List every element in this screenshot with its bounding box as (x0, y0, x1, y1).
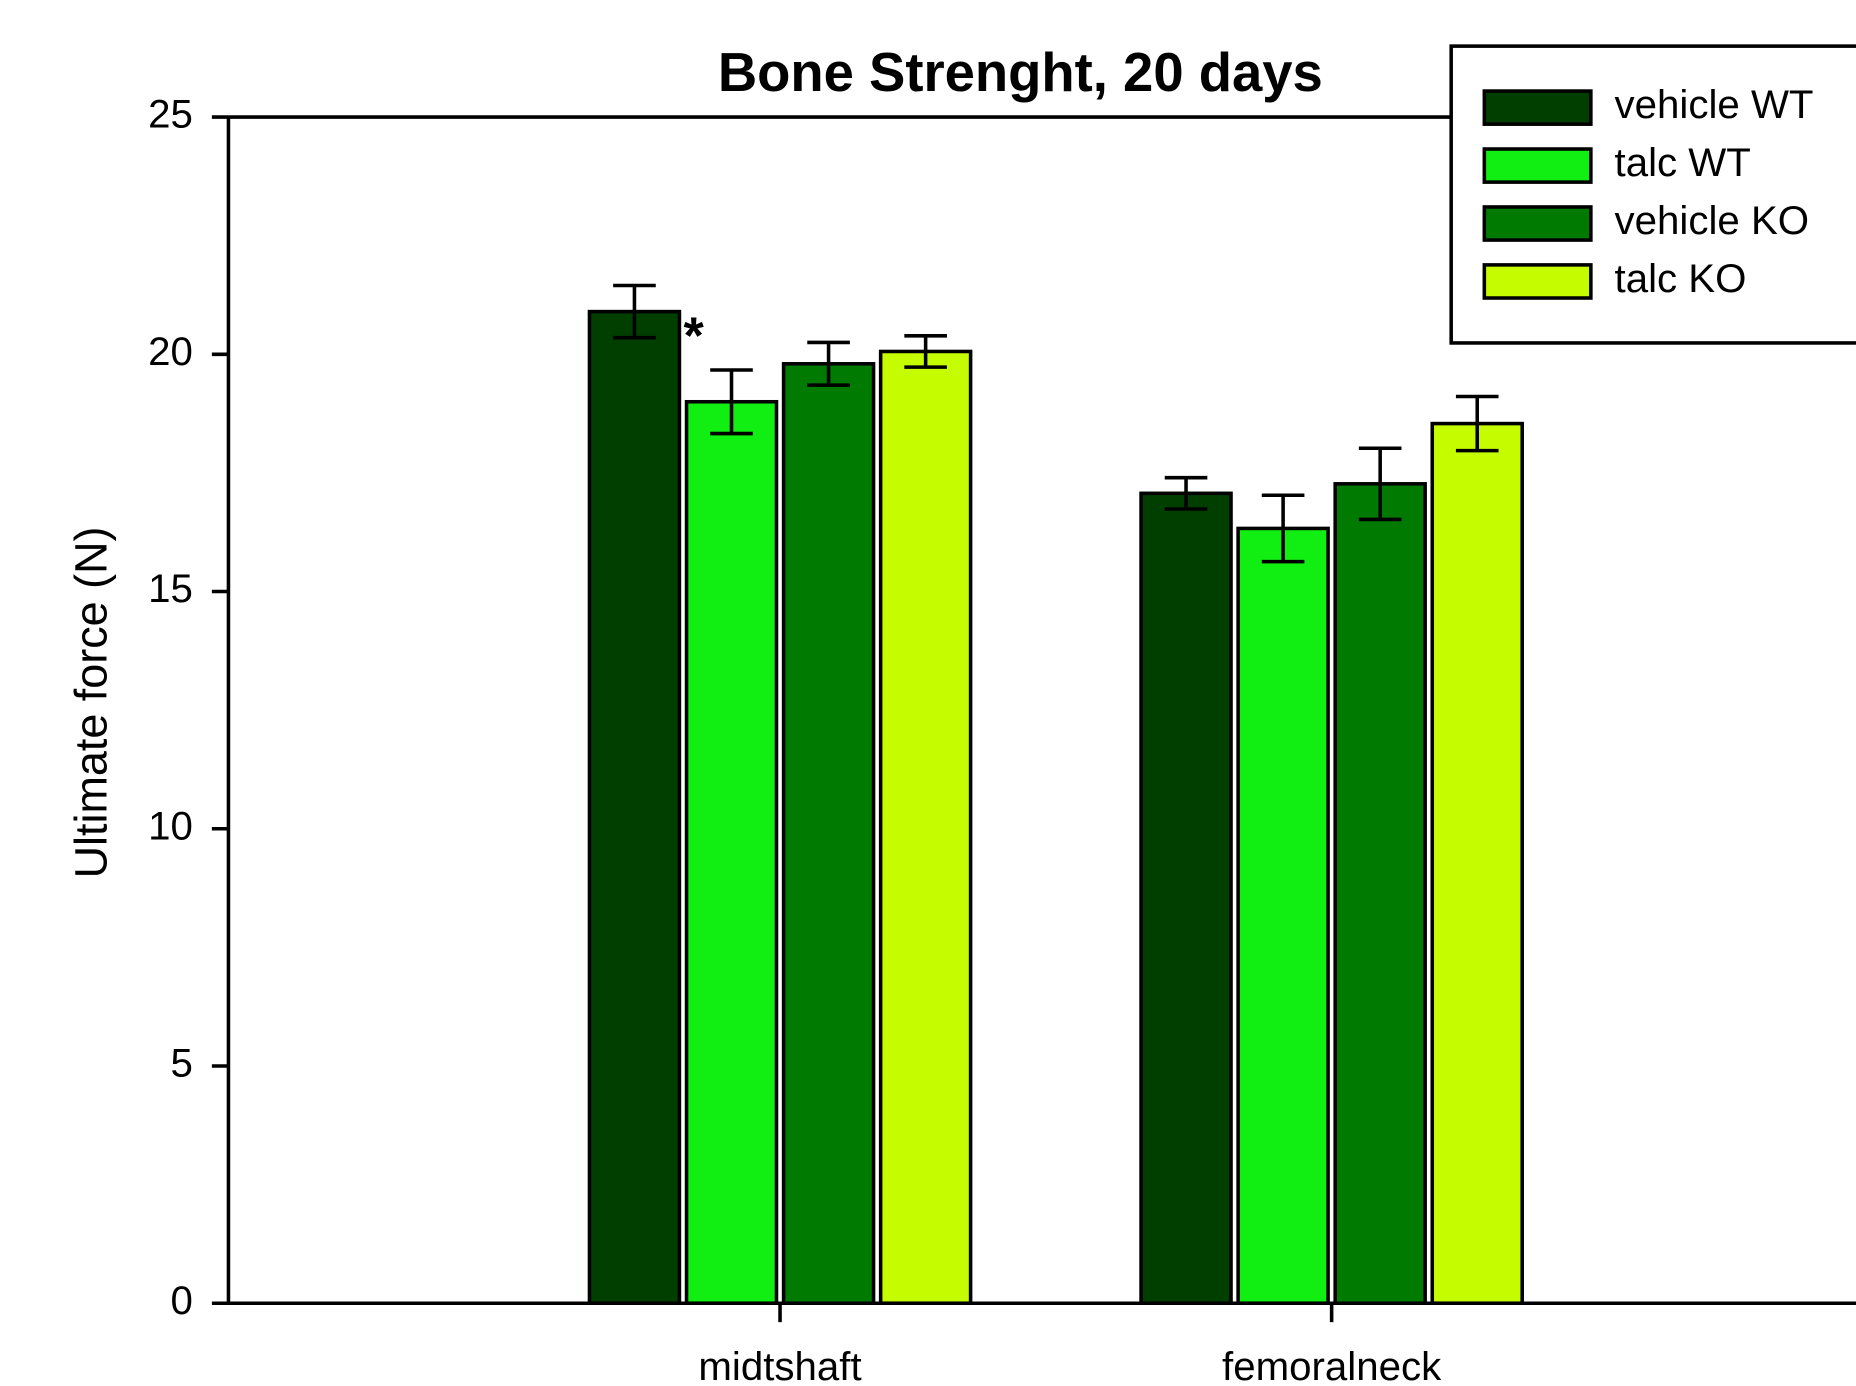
legend-label: vehicle WT (1615, 82, 1814, 127)
legend-label: talc KO (1615, 256, 1747, 301)
legend-swatch (1482, 205, 1593, 242)
y-tick-label: 25 (148, 92, 193, 137)
legend-swatch (1482, 263, 1593, 300)
y-tick-label: 20 (148, 329, 193, 374)
y-tick-label: 10 (148, 803, 193, 848)
error-bar (1164, 475, 1208, 511)
bar (1430, 421, 1524, 1305)
bar (587, 309, 682, 1305)
bar (1333, 482, 1427, 1305)
x-tick-label: midtshaft (698, 1344, 861, 1386)
bar (1139, 491, 1233, 1305)
error-bar (1261, 493, 1305, 564)
error-bar (710, 368, 753, 436)
bar (684, 399, 779, 1305)
legend-swatch (1482, 147, 1593, 184)
error-bar (1358, 446, 1402, 522)
y-tick-label: 5 (171, 1041, 193, 1086)
y-tick-label: 15 (148, 566, 193, 611)
legend-label: vehicle KO (1615, 198, 1810, 243)
legend-label: talc WT (1615, 140, 1751, 185)
y-tick-label: 0 (171, 1278, 193, 1323)
bar (1236, 526, 1330, 1305)
x-tick-label: femoralneck (1222, 1344, 1442, 1386)
y-axis-label: Ultimate force (N) (66, 527, 117, 879)
error-bar (807, 340, 850, 387)
bar (878, 349, 973, 1305)
chart-title: Bone Strenght, 20 days (718, 42, 1323, 103)
annotation: * (683, 308, 704, 366)
bar (781, 362, 876, 1305)
error-bar (1455, 394, 1499, 453)
error-bar (904, 334, 947, 369)
error-bar (613, 283, 656, 340)
legend-swatch (1482, 89, 1593, 126)
